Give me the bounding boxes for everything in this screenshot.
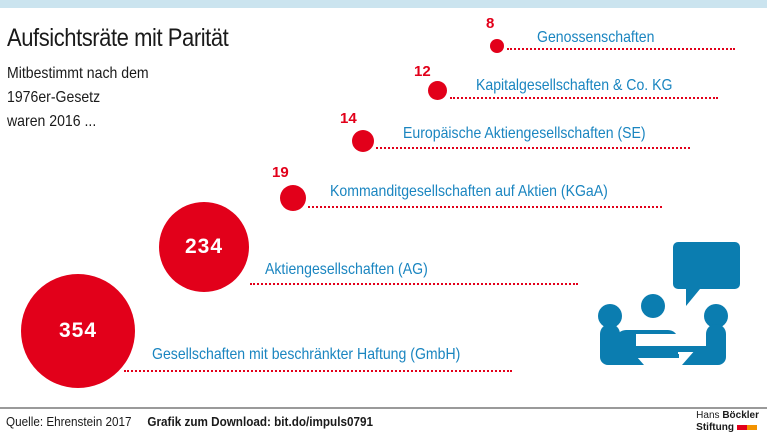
- category-label: Gesellschaften mit beschränkter Haftung …: [152, 346, 461, 363]
- category-label: Aktiengesellschaften (AG): [265, 261, 428, 278]
- value-label: 19: [272, 164, 289, 181]
- logo-text: Hans: [696, 410, 720, 421]
- page-title: Aufsichtsräte mit Parität: [7, 24, 229, 52]
- dotted-leader: [507, 48, 735, 50]
- value-label: 8: [486, 15, 495, 32]
- footer-divider: [0, 407, 767, 409]
- logo-bar-red: [736, 425, 747, 430]
- source-text: Quelle: Ehrenstein 2017: [6, 414, 132, 429]
- value-label: 12: [414, 63, 431, 80]
- download-link[interactable]: Grafik zum Download: bit.do/impuls0791: [147, 414, 373, 429]
- bubble-kg: [428, 81, 447, 100]
- meeting-people-speech-bubble-icon: [598, 242, 740, 365]
- hans-boeckler-stiftung-logo: Hans Böckler Stiftung: [696, 410, 759, 434]
- logo-bar-orange: [746, 425, 757, 430]
- subtitle: Mitbestimmt nach dem 1976er-Gesetz waren…: [7, 62, 149, 134]
- bubble-se: [352, 130, 374, 152]
- dotted-leader: [450, 97, 718, 99]
- dotted-leader: [250, 283, 578, 285]
- dotted-leader: [308, 206, 662, 208]
- dotted-leader: [376, 147, 690, 149]
- bubble-kgaa: [280, 185, 306, 211]
- category-label: Genossenschaften: [537, 29, 655, 46]
- bubble-gmbh: 354: [21, 274, 135, 388]
- subtitle-line: 1976er-Gesetz: [7, 89, 101, 106]
- category-label: Kommanditgesellschaften auf Aktien (KGaA…: [330, 183, 608, 200]
- category-label: Kapitalgesellschaften & Co. KG: [476, 77, 673, 94]
- subtitle-line: Mitbestimmt nach dem: [7, 65, 149, 82]
- logo-text: Böckler: [722, 410, 759, 421]
- footer: Quelle: Ehrenstein 2017 Grafik zum Downl…: [6, 414, 373, 429]
- logo-text: Stiftung: [696, 422, 734, 433]
- bubble-ag: 234: [159, 202, 249, 292]
- category-label: Europäische Aktiengesellschaften (SE): [403, 125, 646, 142]
- bubble-genossenschaften: [490, 39, 504, 53]
- dotted-leader: [124, 370, 512, 372]
- subtitle-line: waren 2016 ...: [7, 113, 97, 130]
- value-label: 14: [340, 110, 357, 127]
- top-band: [0, 0, 767, 8]
